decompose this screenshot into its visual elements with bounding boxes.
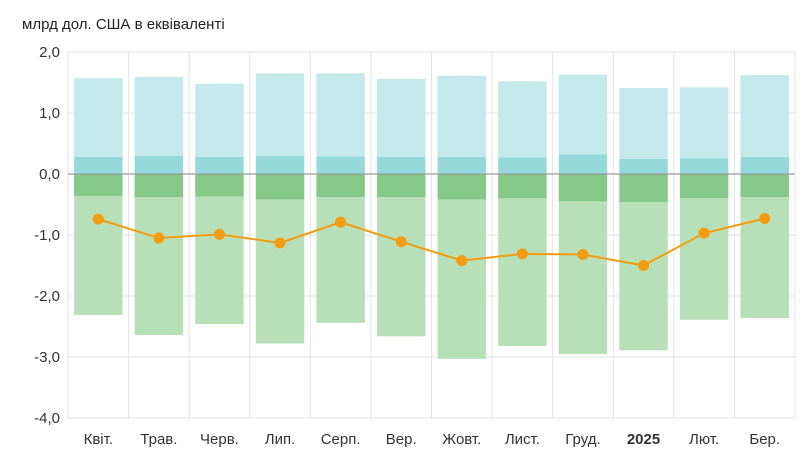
bar-segment xyxy=(619,87,668,159)
balance-line xyxy=(97,217,765,267)
bar-segment xyxy=(74,78,123,157)
bar-segment xyxy=(195,83,244,157)
x-tick-label: Лют. xyxy=(689,431,719,448)
y-tick-label: 2,0 xyxy=(39,44,60,61)
bar-segment xyxy=(376,197,426,337)
x-tick-label: Лист. xyxy=(505,431,540,448)
line-marker xyxy=(213,228,225,240)
bar-segment xyxy=(437,199,487,359)
bar-segment xyxy=(74,174,123,196)
bar-segment xyxy=(255,199,305,344)
bar-segment xyxy=(619,202,668,351)
bar-segment xyxy=(134,77,184,156)
x-tick-label: Трав. xyxy=(140,431,177,448)
y-tick-label: 0,0 xyxy=(39,166,60,183)
grid-layer xyxy=(67,51,796,419)
bar-segment xyxy=(740,174,789,198)
bar-segment xyxy=(498,198,547,347)
bar-segment xyxy=(195,196,244,325)
bar-segment xyxy=(134,174,184,198)
x-tick-label: Квіт. xyxy=(84,431,113,448)
bar-segment xyxy=(195,174,244,197)
bar-segment xyxy=(74,156,123,174)
bar-segment xyxy=(437,75,487,157)
bar-segment xyxy=(498,157,547,174)
bar-segment xyxy=(255,174,305,200)
bar-segment xyxy=(740,75,789,157)
bar-segment xyxy=(558,154,608,174)
bar-segment xyxy=(619,174,668,203)
bar-segment xyxy=(558,174,608,202)
x-tick-label: Жовт. xyxy=(442,431,481,448)
bar-segment xyxy=(679,87,729,159)
bar-segment xyxy=(376,174,426,198)
bar-segment xyxy=(740,156,789,174)
bar-segment xyxy=(316,156,365,174)
line-marker xyxy=(92,213,104,225)
y-tick-label: -3,0 xyxy=(34,349,60,366)
line-marker xyxy=(456,255,468,267)
x-tick-label: Лип. xyxy=(265,431,296,448)
bar-segment xyxy=(679,174,729,199)
line-marker xyxy=(153,232,165,244)
x-tick-label: 2025 xyxy=(627,431,660,448)
line-marker xyxy=(577,249,589,261)
bar-segment xyxy=(437,174,487,200)
x-tick-label: Черв. xyxy=(200,431,239,448)
bar-segment xyxy=(558,74,608,155)
y-tick-label: -1,0 xyxy=(34,227,60,244)
line-marker xyxy=(274,237,286,249)
bar-segment xyxy=(679,198,729,320)
bar-segment xyxy=(316,197,365,323)
bars-layer xyxy=(74,73,789,359)
label-layer: 2,0 1,0 0,0 -1,0 -2,0 -3,0 -4,0 Квіт. Трав. Черв.… xyxy=(34,44,780,448)
x-tick-label: Вер. xyxy=(386,431,417,448)
bar-segment xyxy=(376,156,426,174)
bar-segment xyxy=(376,78,426,157)
line-layer xyxy=(92,213,771,271)
line-marker xyxy=(335,216,347,228)
bar-segment xyxy=(619,158,668,174)
bar-segment xyxy=(437,156,487,174)
bar-segment xyxy=(134,197,184,336)
bar-segment xyxy=(134,155,184,174)
bar-segment xyxy=(498,174,547,199)
bar-segment xyxy=(316,174,365,198)
y-tick-label: -4,0 xyxy=(34,410,60,427)
line-marker xyxy=(698,227,710,239)
x-tick-label: Бер. xyxy=(749,431,780,448)
line-marker xyxy=(395,236,407,248)
bar-segment xyxy=(316,73,365,157)
line-marker xyxy=(638,260,650,271)
bar-segment xyxy=(255,155,305,174)
line-marker xyxy=(759,213,771,225)
line-marker xyxy=(516,248,528,260)
y-tick-label: 1,0 xyxy=(39,105,60,122)
bar-segment xyxy=(679,158,729,174)
bar-segment xyxy=(255,73,305,156)
bar-segment xyxy=(558,201,608,354)
x-tick-label: Серп. xyxy=(321,431,361,448)
bar-segment xyxy=(498,81,547,158)
y-tick-label: -2,0 xyxy=(34,288,60,305)
y-axis-unit-label: млрд дол. США в еквіваленті xyxy=(22,16,225,33)
x-tick-label: Груд. xyxy=(565,431,600,448)
bar-segment xyxy=(195,156,244,174)
